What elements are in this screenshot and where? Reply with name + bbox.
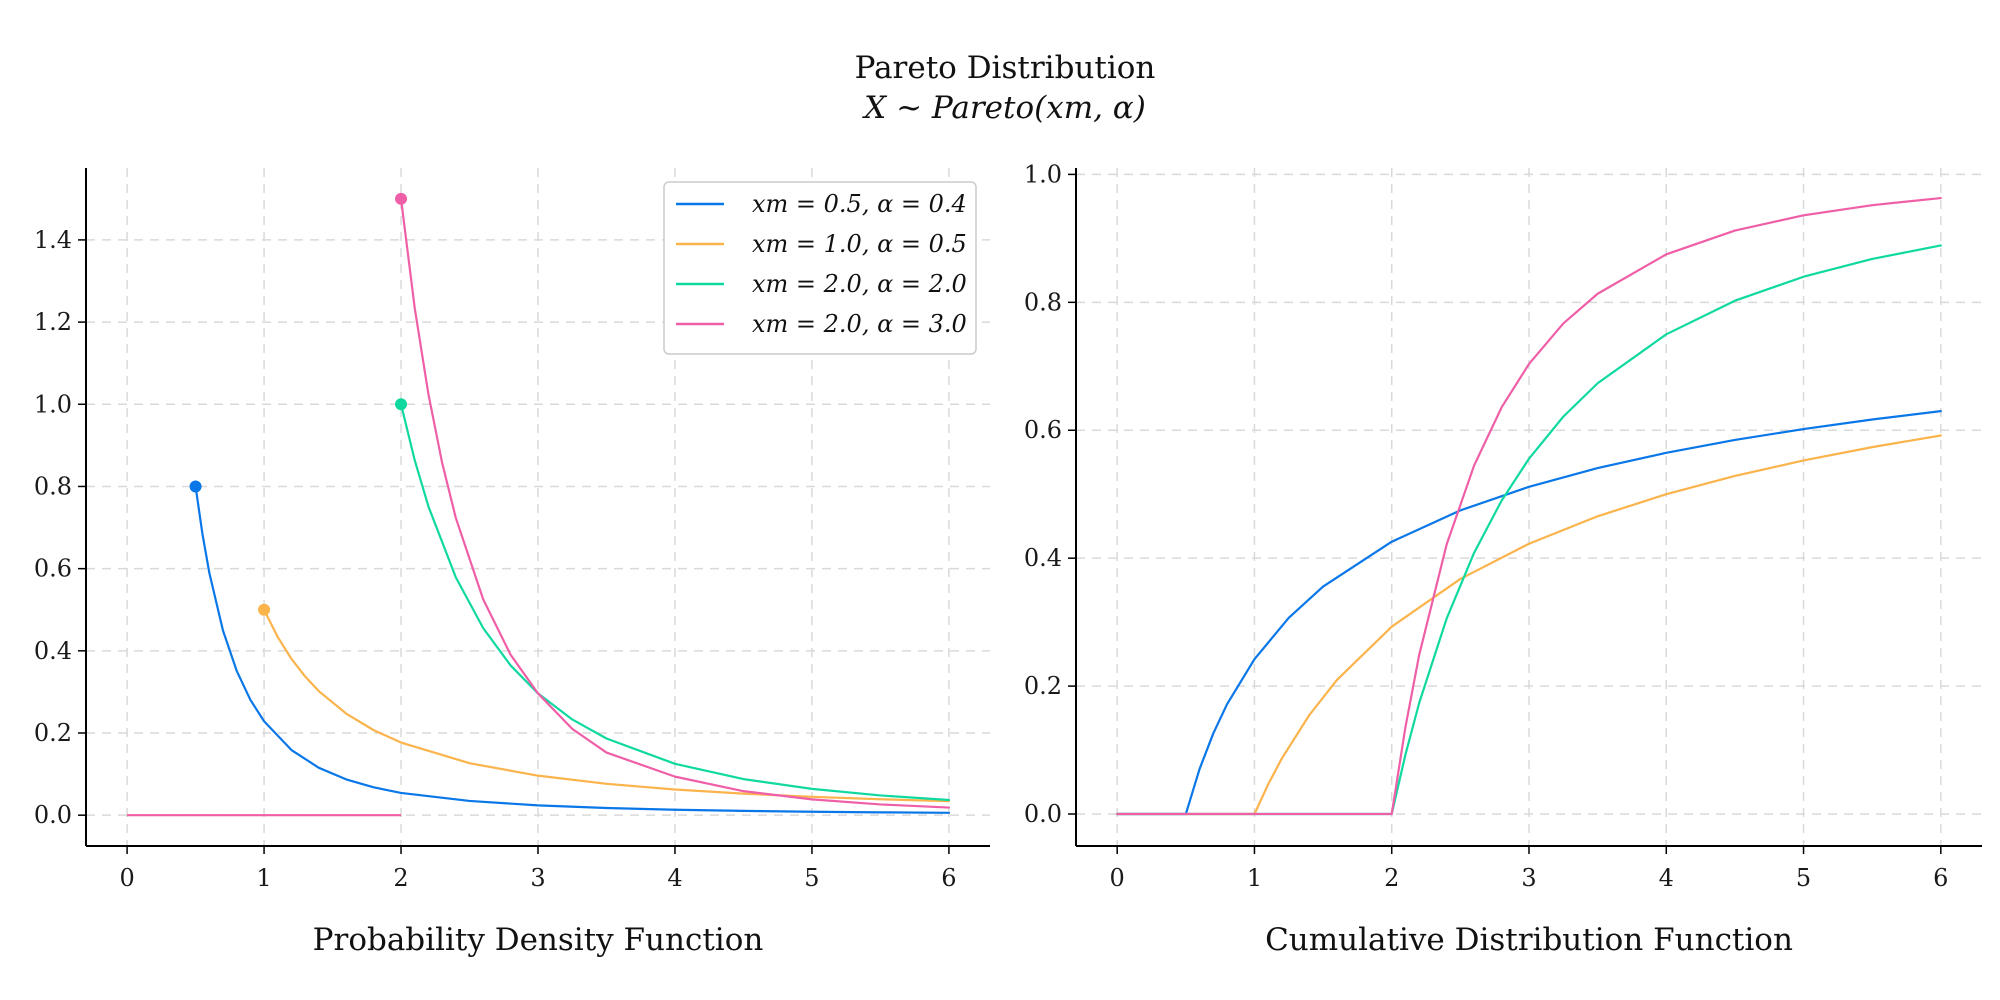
figure-title: Pareto Distribution xyxy=(855,50,1156,86)
cdf-series-line-2 xyxy=(1116,244,1942,816)
cdf-panel-title: Cumulative Distribution Function xyxy=(1265,922,1793,958)
pdf-y-tick-label: 0.4 xyxy=(34,637,72,665)
pdf-y-tick-label: 0.6 xyxy=(34,555,72,583)
cdf-x-tick-label: 1 xyxy=(1247,864,1262,892)
cdf-y-tick-label: 0.8 xyxy=(1024,288,1062,316)
cdf-y-tick-label: 0.4 xyxy=(1024,544,1062,572)
pdf-series-marker-0 xyxy=(189,480,202,493)
legend-box xyxy=(663,181,977,355)
pdf-x-tick-label: 1 xyxy=(256,864,271,892)
pdf-panel: 0 1 2 3 4 5 6 0.0 0.2 0.4 0.6 0.8 1.0 1.2 1.4 Probabili… xyxy=(34,168,990,958)
cdf-series-line-1 xyxy=(1116,434,1942,816)
pdf-series-line-3 xyxy=(399,197,951,809)
pdf-y-tick-label: 1.0 xyxy=(34,390,72,418)
pdf-x-tick-label: 0 xyxy=(119,864,134,892)
pdf-y-tick-label: 1.4 xyxy=(34,226,72,254)
cdf-x-tick-label: 3 xyxy=(1521,864,1536,892)
cdf-x-tick-label: 5 xyxy=(1796,864,1811,892)
pdf-y-tick-label: 0.0 xyxy=(34,801,72,829)
pdf-series-marker-2 xyxy=(395,398,408,411)
cdf-y-tick-label: 1.0 xyxy=(1024,160,1062,188)
cdf-y-tick-label: 0.2 xyxy=(1024,672,1062,700)
pdf-x-tick-label: 2 xyxy=(393,864,408,892)
cdf-x-tick-label: 0 xyxy=(1110,864,1125,892)
cdf-y-tick-label: 0.6 xyxy=(1024,416,1062,444)
figure-subtitle: X ~ Pareto(xm, α) xyxy=(862,90,1146,126)
cdf-x-tick-label: 4 xyxy=(1659,864,1674,892)
cdf-x-tick-label: 6 xyxy=(1933,864,1948,892)
pdf-series-line-1 xyxy=(262,608,951,803)
pdf-series-marker-1 xyxy=(258,603,271,616)
legend-label-2: xm = 2.0, α = 2.0 xyxy=(752,270,967,298)
cdf-series-line-3 xyxy=(1116,196,1942,816)
pdf-series-line-2 xyxy=(399,403,951,802)
cdf-y-tick-label: 0.0 xyxy=(1024,800,1062,828)
cdf-series-line-0 xyxy=(1116,410,1942,816)
cdf-x-tick-label: 2 xyxy=(1384,864,1399,892)
pdf-series-line-0 xyxy=(194,485,951,814)
legend-label-3: xm = 2.0, α = 3.0 xyxy=(752,310,967,338)
pdf-series-marker-3 xyxy=(395,192,408,205)
cdf-panel: 0 1 2 3 4 5 6 0.0 0.2 0.4 0.6 0.8 1.0 Cumulative Dist… xyxy=(1024,160,1982,958)
pdf-x-tick-label: 4 xyxy=(667,864,682,892)
pdf-panel-title: Probability Density Function xyxy=(313,922,764,958)
pdf-y-tick-label: 0.2 xyxy=(34,719,72,747)
pdf-x-tick-label: 5 xyxy=(804,864,819,892)
legend-label-1: xm = 1.0, α = 0.5 xyxy=(752,230,967,258)
legend: xm = 0.5, α = 0.4 xm = 1.0, α = 0.5 xm = 2… xyxy=(663,181,977,355)
pdf-y-tick-label: 1.2 xyxy=(34,308,72,336)
pdf-x-tick-label: 3 xyxy=(530,864,545,892)
pdf-y-tick-label: 0.8 xyxy=(34,472,72,500)
pdf-x-tick-label: 6 xyxy=(941,864,956,892)
legend-label-0: xm = 0.5, α = 0.4 xyxy=(752,190,967,218)
